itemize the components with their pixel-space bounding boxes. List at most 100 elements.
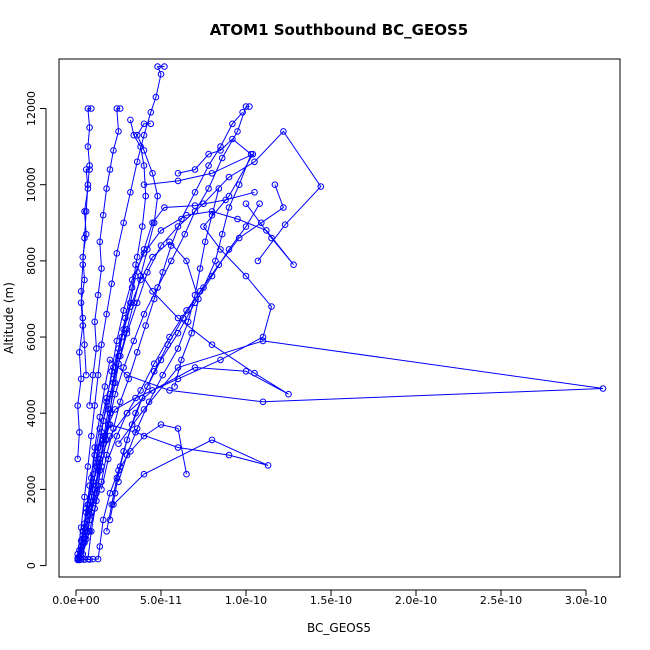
data-point bbox=[96, 425, 104, 432]
data-point bbox=[91, 402, 98, 409]
data-point bbox=[157, 242, 165, 249]
data-point bbox=[140, 131, 148, 139]
data-point bbox=[84, 185, 92, 192]
data-point bbox=[235, 181, 243, 188]
data-point bbox=[84, 143, 92, 150]
data-point bbox=[115, 440, 122, 448]
series-profile bbox=[76, 128, 325, 561]
data-point bbox=[86, 166, 93, 173]
data-point bbox=[183, 470, 190, 478]
data-point bbox=[81, 234, 88, 242]
data-point bbox=[188, 329, 195, 337]
data-point bbox=[96, 238, 104, 246]
data-point bbox=[86, 162, 93, 169]
data-point bbox=[208, 341, 216, 349]
data-point bbox=[77, 375, 85, 383]
series-line bbox=[78, 123, 159, 559]
data-point bbox=[113, 105, 121, 112]
data-point bbox=[208, 436, 216, 444]
data-point bbox=[251, 369, 258, 377]
series-line bbox=[101, 138, 252, 490]
data-point bbox=[91, 318, 98, 326]
data-point bbox=[140, 310, 148, 318]
data-point bbox=[74, 550, 81, 558]
data-point bbox=[174, 425, 182, 432]
data-point bbox=[208, 272, 216, 280]
data-point bbox=[111, 390, 119, 398]
data-point bbox=[225, 173, 233, 181]
data-point bbox=[133, 131, 141, 139]
data-point bbox=[280, 128, 287, 135]
data-point bbox=[205, 162, 212, 169]
data-point bbox=[91, 444, 98, 451]
data-point bbox=[217, 246, 224, 253]
x-tick-label: 0.0e+00 bbox=[52, 594, 99, 607]
data-point bbox=[86, 482, 93, 489]
data-point bbox=[191, 291, 199, 299]
data-point bbox=[86, 510, 93, 518]
data-point bbox=[110, 147, 117, 154]
data-point bbox=[144, 246, 151, 253]
data-point bbox=[157, 421, 165, 428]
data-point bbox=[105, 406, 112, 413]
data-point bbox=[225, 204, 233, 211]
data-point bbox=[94, 371, 102, 379]
series-profile bbox=[106, 200, 263, 524]
data-point bbox=[225, 192, 233, 200]
data-point bbox=[218, 154, 226, 162]
series-profile bbox=[79, 109, 246, 558]
series-profile bbox=[76, 200, 297, 560]
data-point bbox=[81, 208, 88, 215]
y-tick-label: 2000 bbox=[25, 475, 38, 503]
y-tick-label: 0 bbox=[25, 562, 38, 569]
data-point bbox=[247, 150, 255, 158]
data-point bbox=[242, 200, 250, 207]
data-point bbox=[217, 147, 224, 154]
series-line bbox=[80, 108, 92, 376]
data-point bbox=[268, 303, 275, 310]
data-point bbox=[229, 120, 236, 128]
data-point bbox=[77, 299, 85, 307]
data-point bbox=[96, 467, 104, 474]
data-point bbox=[120, 219, 127, 227]
data-point bbox=[81, 556, 88, 563]
data-point bbox=[212, 257, 219, 265]
x-tick-label: 2.5e-10 bbox=[480, 594, 522, 607]
data-point bbox=[181, 230, 189, 238]
data-point bbox=[154, 63, 161, 70]
series-profile bbox=[76, 120, 161, 562]
data-point bbox=[142, 322, 149, 329]
series-line bbox=[106, 184, 285, 532]
data-point bbox=[88, 528, 95, 535]
data-point bbox=[164, 341, 172, 349]
x-tick-label: 5.0e-11 bbox=[140, 594, 182, 607]
x-tick-label: 1.5e-10 bbox=[310, 594, 352, 607]
y-tick-label: 6000 bbox=[25, 323, 38, 351]
data-point bbox=[142, 192, 149, 200]
data-point bbox=[74, 402, 81, 409]
y-tick-label: 8000 bbox=[25, 247, 38, 275]
data-point bbox=[99, 436, 107, 444]
data-point bbox=[120, 364, 127, 371]
data-point bbox=[191, 208, 199, 215]
data-point bbox=[106, 516, 114, 524]
data-point bbox=[174, 170, 182, 177]
series-profile bbox=[77, 103, 253, 563]
series-layer bbox=[74, 63, 607, 564]
data-point bbox=[130, 299, 138, 307]
data-point bbox=[132, 394, 139, 402]
data-point bbox=[77, 556, 85, 563]
data-point bbox=[96, 543, 104, 550]
data-point bbox=[116, 105, 124, 112]
data-point bbox=[110, 425, 117, 432]
data-point bbox=[215, 185, 223, 192]
data-point bbox=[115, 128, 122, 135]
x-tick-label: 2.0e-10 bbox=[395, 594, 437, 607]
data-point bbox=[222, 196, 229, 204]
data-point bbox=[235, 234, 243, 242]
data-point bbox=[133, 349, 141, 356]
data-point bbox=[229, 135, 236, 143]
data-point bbox=[140, 432, 148, 440]
data-point bbox=[150, 368, 158, 375]
